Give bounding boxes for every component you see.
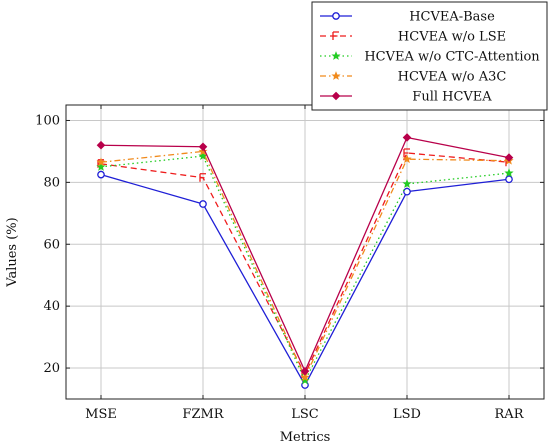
- legend-marker: [332, 12, 340, 20]
- data-point: [403, 148, 410, 157]
- data-point: [198, 142, 208, 152]
- data-point: [402, 179, 412, 188]
- legend-box: [311, 1, 548, 111]
- grid: [66, 105, 544, 399]
- data-point: [505, 175, 513, 184]
- data-point: [504, 153, 514, 162]
- legend-item: HCVEA w/o CTC-Attention: [320, 50, 540, 65]
- series-2: [96, 151, 514, 385]
- data-point: [198, 151, 208, 160]
- x-tick-label: FZMR: [182, 407, 224, 422]
- x-tick-label: LSD: [393, 407, 421, 422]
- legend-item: HCVEA-Base: [320, 10, 495, 25]
- y-tick-label: 80: [43, 175, 60, 190]
- legend-marker: [331, 91, 341, 101]
- legend: HCVEA-Base HCVEA w/o LSE HCVEA w/o CTC-Att…: [311, 1, 548, 111]
- y-tick-label: 20: [43, 361, 60, 376]
- data-point: [96, 162, 106, 171]
- x-tick-label: MSE: [85, 407, 117, 422]
- legend-label: Full HCVEA: [412, 90, 492, 105]
- x-axis-label: Metrics: [280, 430, 331, 445]
- data-point: [300, 375, 310, 385]
- legend-item: HCVEA w/o A3C: [320, 70, 506, 85]
- data-point: [402, 133, 412, 142]
- series-line: [100, 155, 510, 382]
- x-tick-label: RAR: [495, 407, 525, 422]
- data-point: [402, 154, 412, 164]
- y-tick-label: 60: [43, 237, 60, 252]
- axis-ticks: 20 40 60 80 100 MSE FZMR LSC LSD RAR: [35, 105, 544, 422]
- legend-marker: [332, 31, 339, 40]
- y-tick-label: 40: [43, 299, 60, 314]
- legend-label: HCVEA w/o CTC-Attention: [364, 50, 540, 65]
- data-point: [199, 200, 207, 208]
- series-4: [96, 133, 514, 376]
- legend-marker: [331, 51, 341, 60]
- legend-marker: [331, 71, 341, 80]
- data-point: [199, 173, 206, 182]
- y-axis-label: Values (%): [5, 217, 20, 287]
- data-point: [504, 168, 514, 178]
- legend-item: HCVEA w/o LSE: [320, 30, 506, 45]
- legend-label: HCVEA w/o LSE: [398, 30, 506, 45]
- data-point: [403, 187, 411, 196]
- y-tick-label: 100: [35, 113, 60, 128]
- data-point: [96, 140, 106, 150]
- series-lines: [96, 133, 514, 389]
- data-point: [300, 366, 310, 376]
- legend-item: Full HCVEA: [320, 90, 492, 105]
- series-line: [100, 150, 510, 378]
- x-tick-label: LSC: [291, 407, 319, 422]
- legend-label: HCVEA-Base: [409, 10, 495, 25]
- data-point: [97, 170, 105, 179]
- data-point: [96, 157, 106, 167]
- data-point: [300, 372, 310, 382]
- legend-label: HCVEA w/o A3C: [398, 70, 507, 85]
